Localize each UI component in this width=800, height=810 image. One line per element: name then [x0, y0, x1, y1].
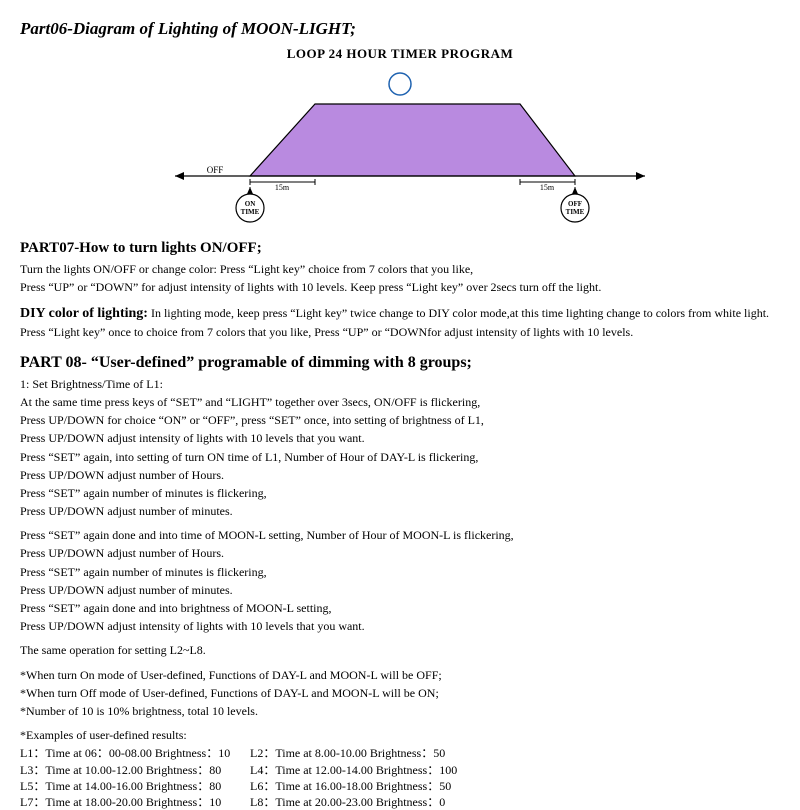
note2: *Number of 10 is 10% brightness, total 1…	[20, 703, 780, 719]
part07-line1: Turn the lights ON/OFF or change color: …	[20, 261, 780, 277]
ex-1-1: L4：Time at 12.00-14.00 Brightness：100	[250, 762, 480, 778]
ex-3-0: L7：Time at 18.00-20.00 Brightness：10	[20, 794, 250, 810]
svg-text:15m: 15m	[540, 183, 555, 192]
same-operation: The same operation for setting L2~L8.	[20, 642, 780, 658]
svg-text:OFF: OFF	[568, 200, 582, 208]
diagram-caption: LOOP 24 HOUR TIMER PROGRAM	[20, 45, 780, 63]
part06-title: Part06-Diagram of Lighting of MOON-LIGHT…	[20, 18, 780, 41]
ex-1-0: L3：Time at 10.00-12.00 Brightness：80	[20, 762, 250, 778]
p08-l7: Press UP/DOWN adjust number of minutes.	[20, 503, 780, 519]
ex-row-2: L5：Time at 14.00-16.00 Brightness：80 L6：…	[20, 778, 780, 794]
diy-paragraph: DIY color of lighting: In lighting mode,…	[20, 305, 780, 340]
svg-text:15m: 15m	[275, 183, 290, 192]
p08b-l0: Press “SET” again done and into time of …	[20, 527, 780, 543]
part08-title: PART 08- “User-defined” programable of d…	[20, 352, 780, 374]
diagram-container: LOOP 24 HOUR TIMER PROGRAM 15m 15m OFF O…	[20, 45, 780, 227]
ex-row-3: L7：Time at 18.00-20.00 Brightness：10 L8：…	[20, 794, 780, 810]
ex-0-1: L2：Time at 8.00-10.00 Brightness：50	[250, 745, 480, 761]
p08-l0: 1: Set Brightness/Time of L1:	[20, 376, 780, 392]
p08b-l1: Press UP/DOWN adjust number of Hours.	[20, 545, 780, 561]
ex-3-1: L8：Time at 20.00-23.00 Brightness：0	[250, 794, 480, 810]
part08-block2: Press “SET” again done and into time of …	[20, 527, 780, 634]
p08-l1: At the same time press keys of “SET” and…	[20, 394, 780, 410]
p08-l2: Press UP/DOWN for choice “ON” or “OFF”, …	[20, 412, 780, 428]
examples-title: *Examples of user-defined results:	[20, 727, 780, 743]
part08-block1: 1: Set Brightness/Time of L1: At the sam…	[20, 376, 780, 520]
p08b-l3: Press UP/DOWN adjust number of minutes.	[20, 582, 780, 598]
ex-row-0: L1：Time at 06：00-08.00 Brightness：10 L2：…	[20, 745, 780, 761]
ex-2-0: L5：Time at 14.00-16.00 Brightness：80	[20, 778, 250, 794]
p08b-l4: Press “SET” again done and into brightne…	[20, 600, 780, 616]
diy-title: DIY color of lighting:	[20, 306, 148, 321]
ex-2-1: L6：Time at 16.00-18.00 Brightness：50	[250, 778, 480, 794]
p08-l3: Press UP/DOWN adjust intensity of lights…	[20, 430, 780, 446]
ex-0-0: L1：Time at 06：00-08.00 Brightness：10	[20, 745, 250, 761]
note1: *When turn Off mode of User-defined, Fun…	[20, 685, 780, 701]
part07-title: PART07-How to turn lights ON/OFF;	[20, 238, 780, 258]
p08b-l2: Press “SET” again number of minutes is f…	[20, 564, 780, 580]
moonlight-diagram: 15m 15m OFF ON TIME OFF TIME	[120, 66, 680, 226]
p08b-l5: Press UP/DOWN adjust intensity of lights…	[20, 618, 780, 634]
svg-text:ON: ON	[245, 200, 256, 208]
svg-text:TIME: TIME	[566, 208, 585, 216]
svg-text:OFF: OFF	[207, 165, 224, 175]
ex-row-1: L3：Time at 10.00-12.00 Brightness：80 L4：…	[20, 762, 780, 778]
part08-notes: *When turn On mode of User-defined, Func…	[20, 667, 780, 720]
p08-l4: Press “SET” again, into setting of turn …	[20, 449, 780, 465]
svg-text:TIME: TIME	[241, 208, 260, 216]
p08-l6: Press “SET” again number of minutes is f…	[20, 485, 780, 501]
part07-line2: Press “UP” or “DOWN” for adjust intensit…	[20, 279, 780, 295]
examples-block: *Examples of user-defined results: L1：Ti…	[20, 727, 780, 810]
note0: *When turn On mode of User-defined, Func…	[20, 667, 780, 683]
p08-l5: Press UP/DOWN adjust number of Hours.	[20, 467, 780, 483]
